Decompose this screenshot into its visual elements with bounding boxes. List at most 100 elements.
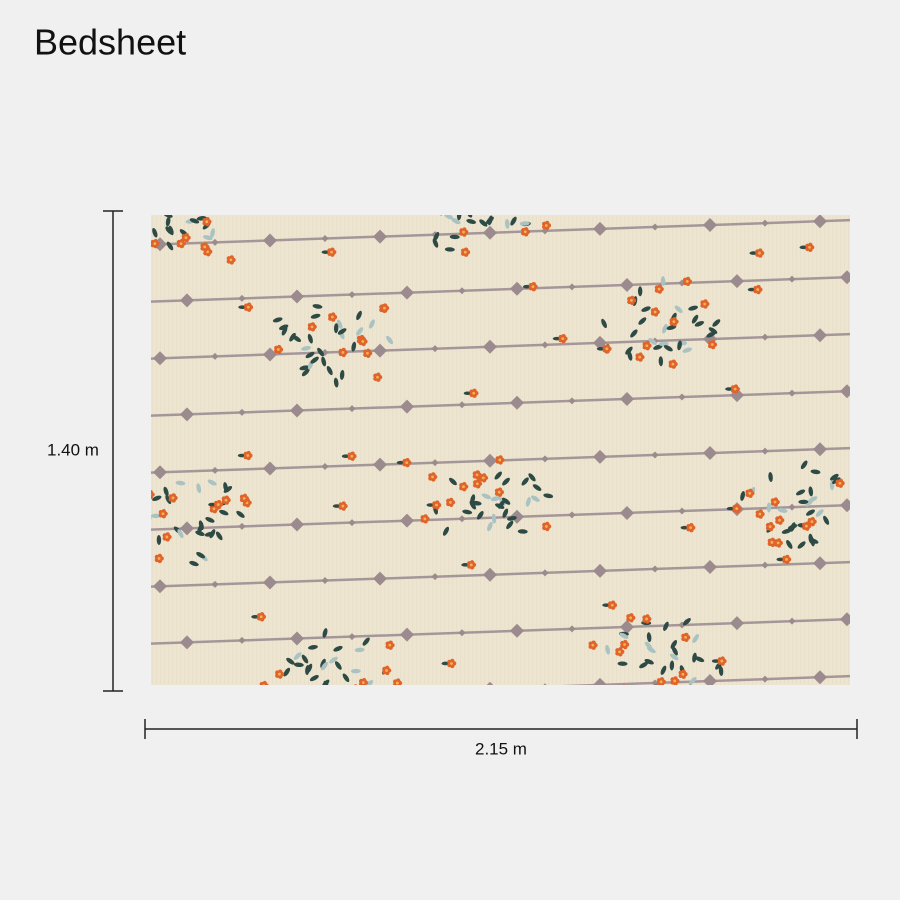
leaf (289, 332, 296, 342)
sheet-pattern (151, 215, 850, 685)
stripe (151, 332, 850, 360)
leaf (682, 347, 693, 353)
flower-petal (785, 554, 790, 560)
leaf (694, 656, 705, 663)
diamond-motif (541, 455, 549, 463)
stripe (151, 560, 850, 588)
diamond-motif (483, 225, 497, 240)
diamond-motif (568, 511, 576, 519)
flower-petal (681, 669, 686, 674)
leaf (798, 499, 809, 505)
leaf (466, 219, 477, 224)
flower-center (785, 558, 788, 561)
diamond-motif (788, 617, 796, 625)
flower-center (758, 512, 762, 516)
diamond-motif (620, 619, 634, 634)
leaf (177, 529, 184, 539)
flower-petal (366, 348, 371, 353)
flower-center (242, 496, 246, 500)
diamond-motif (321, 235, 329, 243)
flower-petal (531, 281, 536, 287)
leaf (525, 497, 531, 507)
leaf (310, 313, 321, 319)
leaf (165, 226, 173, 235)
flower-petal (684, 632, 689, 638)
flower-petal (472, 388, 477, 393)
diamond-motif (730, 274, 744, 289)
diamond-motif (620, 277, 634, 292)
flower-center (310, 325, 314, 329)
flower-petal (776, 538, 782, 543)
leaf (502, 477, 510, 486)
leaf (444, 215, 454, 220)
diamond-motif (593, 449, 607, 464)
diamond-motif (593, 677, 607, 685)
leaf (797, 541, 806, 549)
leaf (660, 665, 667, 675)
diamond-motif (400, 285, 414, 300)
diamond-motif (813, 556, 827, 571)
flower-center (472, 391, 476, 395)
flower-center (653, 310, 657, 314)
diamond-motif (290, 631, 304, 646)
leaf (490, 496, 501, 502)
flower-center (277, 672, 281, 676)
diamond-motif (431, 459, 439, 467)
flower-center (623, 643, 626, 646)
flower-center (246, 454, 250, 457)
leaf (386, 335, 394, 345)
flower-center (423, 517, 427, 521)
flower-center (645, 617, 649, 621)
flower-petal (435, 500, 440, 505)
flower-center (838, 481, 842, 485)
leaf (312, 304, 323, 309)
leaf (670, 639, 678, 649)
diamond-motif (238, 636, 246, 644)
diamond-motif (348, 519, 356, 527)
diamond-motif (483, 339, 497, 354)
flower-petal (462, 227, 467, 232)
diamond-motif (620, 391, 634, 406)
leaf (519, 221, 530, 226)
diamond-motif (543, 683, 547, 685)
diamond-motif (761, 219, 769, 227)
stripe (561, 674, 850, 685)
leaf (479, 219, 488, 227)
flower-center (773, 500, 777, 504)
leaf (308, 645, 318, 650)
diamond-motif (541, 569, 549, 577)
flower-center (605, 347, 609, 351)
leaf (619, 632, 629, 639)
flower-center (376, 375, 379, 379)
flower-center (523, 230, 527, 234)
flower-petal (605, 344, 610, 349)
leaf (498, 500, 505, 509)
flower-center (770, 540, 774, 544)
leaf (692, 634, 699, 643)
flower-center (735, 507, 739, 511)
diamond-motif (348, 405, 356, 413)
diamond-motif (431, 345, 439, 353)
flower-center (330, 250, 333, 254)
leaf (718, 666, 724, 677)
bedsheet (151, 215, 850, 685)
leaf (286, 657, 295, 665)
diamond-motif (813, 670, 827, 685)
flower-center (776, 541, 780, 545)
flower-center (449, 500, 452, 504)
leaf (365, 680, 374, 685)
leaf (658, 356, 664, 367)
leaf (333, 323, 339, 334)
diamond-motif (703, 560, 717, 575)
diamond-motif (651, 223, 659, 231)
flower-center (405, 461, 409, 465)
leaf (658, 341, 669, 347)
leaf (644, 658, 654, 665)
leaf (517, 529, 528, 534)
leaf (491, 513, 497, 524)
diamond-motif (813, 328, 827, 343)
flower-center (685, 279, 689, 283)
leaf (829, 473, 839, 481)
leaf (660, 276, 666, 287)
